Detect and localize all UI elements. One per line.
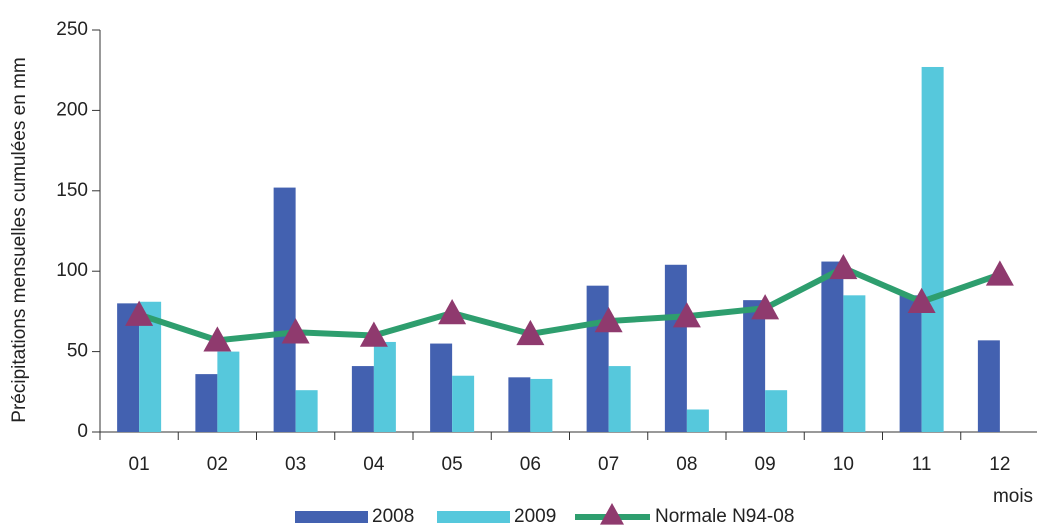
x-tick-label: 11 — [912, 454, 932, 475]
x-tick-label: 09 — [755, 454, 776, 475]
x-tick-label: 12 — [989, 454, 1010, 475]
x-tick-label: 05 — [442, 454, 463, 475]
bar — [664, 264, 687, 432]
bar — [530, 378, 553, 432]
marker — [516, 319, 545, 346]
x-tick-label: 01 — [129, 454, 150, 475]
x-tick-label: 07 — [598, 454, 619, 475]
bar — [452, 375, 475, 432]
bar — [686, 409, 709, 432]
x-tick-label: 04 — [363, 454, 385, 475]
x-axis-label: mois — [993, 486, 1033, 507]
bar — [765, 390, 788, 432]
line — [138, 264, 1001, 344]
marker — [281, 318, 310, 344]
bar — [821, 261, 844, 432]
bar — [373, 341, 396, 432]
bar — [430, 343, 453, 432]
bar — [508, 377, 531, 432]
legend-swatch — [295, 511, 368, 523]
bar — [977, 340, 1000, 432]
legend-label: Normale N94-08 — [655, 506, 794, 526]
bar — [608, 366, 631, 432]
bar — [921, 66, 944, 432]
bar — [217, 351, 240, 432]
bar — [351, 366, 374, 432]
bar — [586, 285, 609, 432]
marker — [829, 253, 858, 280]
marker — [751, 294, 780, 320]
marker — [672, 302, 701, 328]
y-tick-label: 50 — [67, 341, 88, 362]
marker — [125, 300, 154, 326]
bar — [195, 374, 218, 432]
bar — [117, 303, 140, 432]
y-tick-label: 200 — [56, 99, 88, 120]
marker — [985, 260, 1014, 286]
bar — [843, 295, 866, 432]
x-tick-label: 08 — [676, 454, 697, 475]
y-tick-label: 0 — [77, 421, 88, 442]
bar — [295, 390, 318, 432]
x-tick-label: 03 — [285, 454, 306, 475]
marker — [907, 287, 936, 313]
y-tick-label: 150 — [56, 180, 88, 201]
x-tick-label: 02 — [207, 454, 228, 475]
legend-swatch — [437, 511, 510, 523]
bar — [273, 187, 296, 432]
marker — [438, 299, 467, 325]
y-tick-label: 100 — [56, 260, 88, 281]
marker — [203, 326, 232, 352]
bar — [139, 301, 162, 432]
x-tick-label: 06 — [520, 454, 541, 475]
bar — [743, 300, 766, 432]
bar — [899, 295, 922, 432]
y-tick-label: 250 — [56, 19, 88, 40]
marker — [359, 321, 388, 347]
legend-label: 2009 — [514, 506, 556, 526]
x-tick-label: 10 — [833, 454, 854, 475]
marker — [594, 307, 623, 333]
legend-label: 2008 — [372, 506, 414, 526]
legend-marker — [600, 503, 624, 525]
y-axis-label: Précipitations mensuelles cumulées en mm — [9, 57, 30, 422]
